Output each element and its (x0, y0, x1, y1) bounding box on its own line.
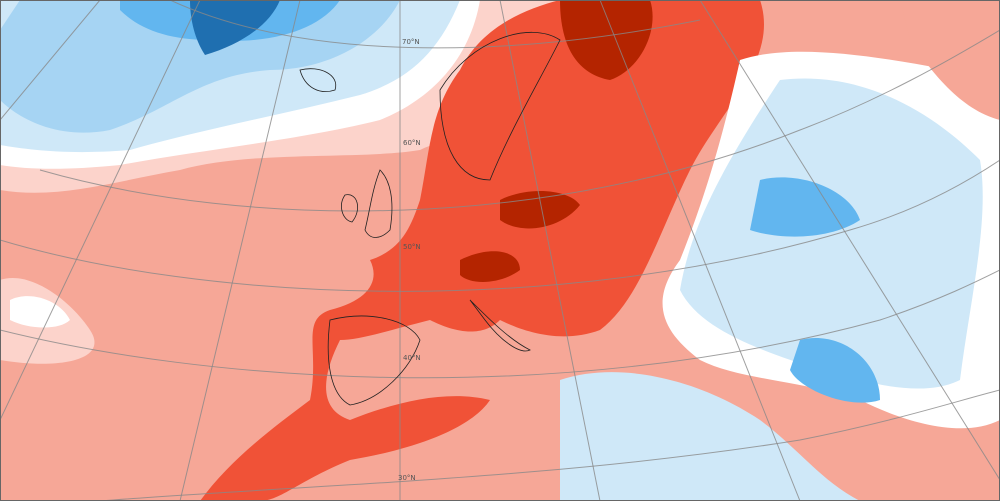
iberia (327, 315, 421, 406)
blue-dark (190, 0, 280, 55)
parallel-40 (0, 269, 1000, 379)
parallel-60 (39, 29, 1000, 212)
latitude-label: 30°N (398, 474, 416, 482)
parallel-50 (0, 159, 1000, 292)
iceland (299, 68, 337, 92)
coastlines (299, 32, 561, 406)
latitude-label: 50°N (403, 243, 421, 251)
latitude-label: 60°N (403, 139, 421, 147)
red-east (900, 0, 1000, 120)
red-dark-central (460, 190, 580, 282)
blue-mid (0, 0, 400, 133)
scandinavia (439, 32, 561, 181)
parallel-70 (169, 0, 701, 49)
latitude-label: 40°N (403, 354, 421, 362)
parallel-30 (99, 389, 1000, 501)
great-britain (364, 169, 393, 238)
latitude-label: 70°N (402, 38, 420, 46)
italy (469, 299, 531, 352)
red-dark-north (560, 0, 653, 80)
blue-east-light (680, 78, 983, 389)
red-core (200, 0, 764, 501)
ireland (341, 194, 359, 223)
blue-east-strong (750, 177, 880, 403)
neutral-west (10, 296, 70, 328)
blue-south (560, 372, 860, 501)
